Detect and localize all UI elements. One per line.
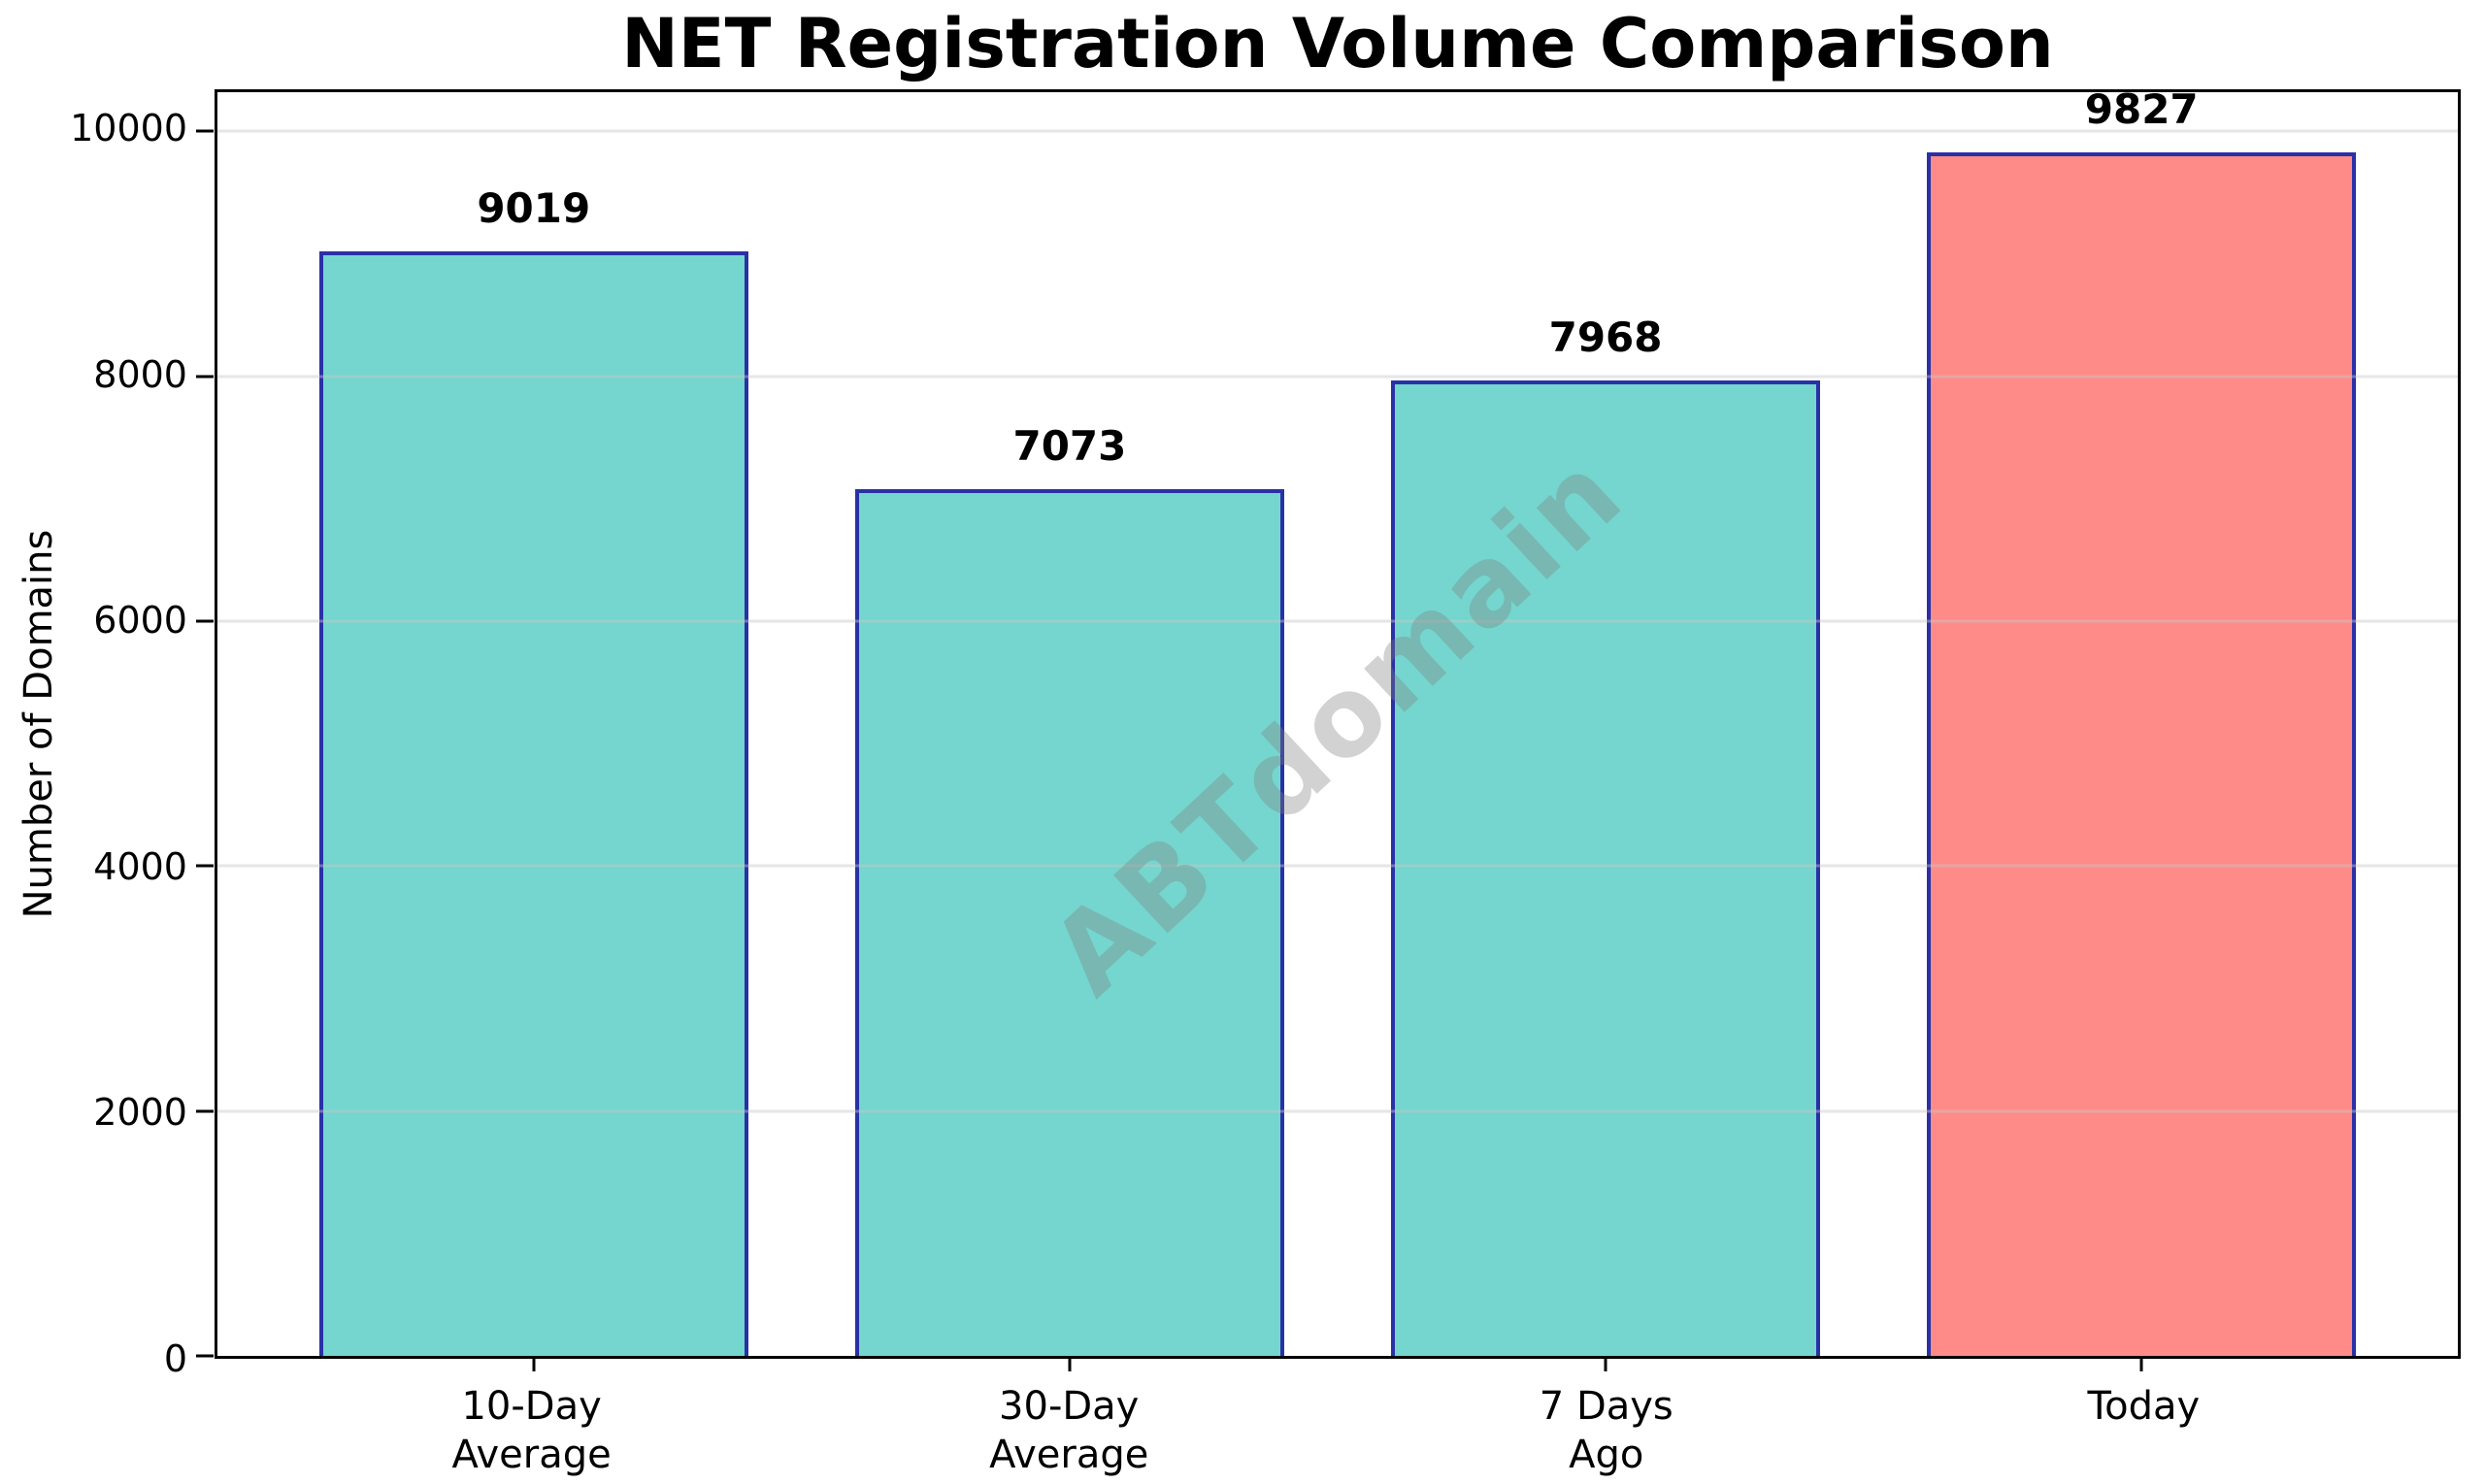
x-axis: 10-Day Average 30-Day Average 7 Days Ago To…	[215, 1382, 2461, 1484]
y-tick-mark-8000	[196, 375, 214, 378]
y-tick-label-2000: 2000	[93, 1091, 187, 1135]
y-tick-label-6000: 6000	[93, 599, 187, 643]
bar-value-label-4: 9827	[2084, 84, 2199, 133]
y-tick-mark-0	[196, 1354, 214, 1358]
x-tick-label-2: 30-Day Average	[989, 1384, 1149, 1477]
y-axis-label: Number of Domains	[17, 529, 61, 919]
x-tick-mark-3	[1604, 1356, 1607, 1371]
y-tick-mark-10000	[196, 129, 214, 133]
grid-line-y6000	[217, 619, 2458, 623]
plot-area: ABTdomain 9019 7073 7968 9827	[196, 85, 2461, 1371]
x-tick-label-1: 10-Day Average	[451, 1384, 612, 1477]
bar-2	[855, 489, 1284, 1356]
x-tick-mark-4	[2139, 1356, 2143, 1371]
bar-3	[1391, 379, 1820, 1356]
bar-value-label-2: 7073	[1012, 422, 1127, 471]
bar-1	[318, 250, 748, 1356]
grid-line-y8000	[217, 375, 2458, 378]
y-tick-label-10000: 10000	[70, 107, 187, 150]
x-tick-mark-1	[532, 1356, 536, 1371]
x-tick-mark-2	[1068, 1356, 1072, 1371]
grid-line-y2000	[217, 1109, 2458, 1113]
chart-title: NET Registration Volume Comparison	[621, 4, 2054, 83]
x-tick-label-4: Today	[2087, 1384, 2201, 1429]
bar-4	[1927, 151, 2357, 1356]
bar-value-label-3: 7968	[1548, 313, 1663, 361]
y-tick-mark-6000	[196, 619, 214, 623]
x-tick-label-3: 7 Days Ago	[1539, 1384, 1673, 1477]
y-tick-mark-2000	[196, 1109, 214, 1113]
y-tick-mark-4000	[196, 864, 214, 868]
y-tick-label-4000: 4000	[93, 844, 187, 888]
y-axis: 0 2000 4000 6000 8000 10000	[0, 89, 215, 1380]
grid-line-y10000	[217, 129, 2458, 133]
grid-line-y4000	[217, 864, 2458, 868]
y-tick-label-8000: 8000	[93, 352, 187, 396]
bar-value-label-1: 9019	[477, 183, 591, 232]
y-tick-label-0: 0	[163, 1337, 187, 1380]
